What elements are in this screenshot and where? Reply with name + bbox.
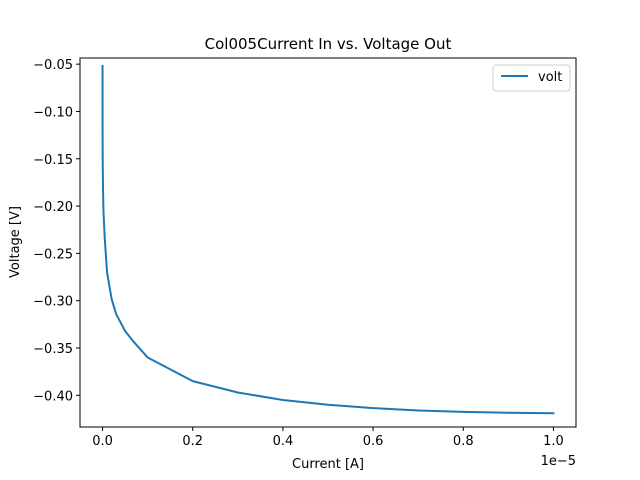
- y-tick-label: −0.20: [33, 200, 73, 215]
- legend: volt: [492, 64, 571, 92]
- x-axis-offset-label: 1e−5: [541, 454, 576, 469]
- x-tick-label: 0.8: [453, 434, 474, 449]
- legend-label-volt: volt: [538, 70, 562, 85]
- series-line-volt: [101, 65, 555, 415]
- x-tick-label: 1.0: [543, 434, 564, 449]
- tick-layer: 0.0 0.2 0.4 0.6 0.8 1.0 −0.05 −0.10 −0.15 −0.20 −0…: [33, 58, 564, 449]
- y-tick-label: −0.30: [33, 295, 73, 310]
- x-axis-label: Current [A]: [292, 457, 364, 472]
- y-tick-label: −0.15: [33, 153, 73, 168]
- legend-box: [492, 64, 571, 92]
- y-tick-label: −0.35: [33, 342, 73, 357]
- chart-title: Col005Current In vs. Voltage Out: [205, 35, 452, 53]
- x-tick-label: 0.0: [92, 434, 113, 449]
- x-tick-label: 0.6: [363, 434, 384, 449]
- x-tick-label: 0.4: [273, 434, 294, 449]
- plot-layer: [101, 65, 555, 415]
- plot-area-frame: [79, 57, 577, 428]
- x-tick-label: 0.2: [182, 434, 203, 449]
- y-tick-label: −0.25: [33, 247, 73, 262]
- y-tick-label: −0.05: [33, 58, 73, 73]
- y-axis-label: Voltage [V]: [8, 206, 23, 278]
- y-tick-label: −0.40: [33, 389, 73, 404]
- y-tick-label: −0.10: [33, 105, 73, 120]
